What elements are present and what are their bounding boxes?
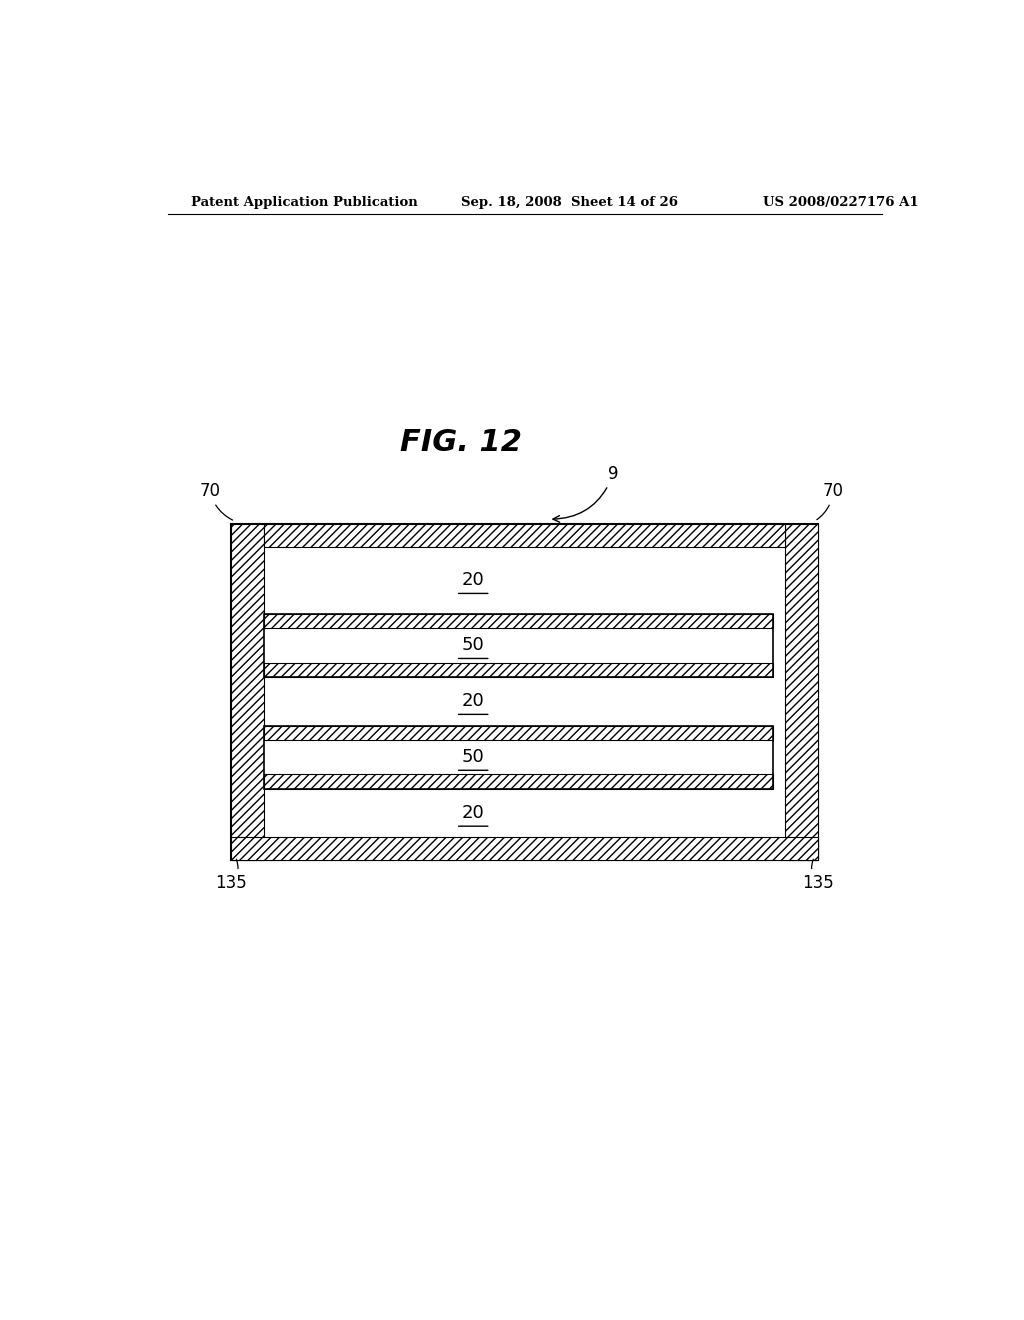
Text: FIG. 12: FIG. 12	[400, 429, 522, 458]
Bar	[264, 663, 773, 677]
Text: 9: 9	[553, 465, 618, 523]
Text: 50: 50	[462, 636, 484, 655]
Text: 70: 70	[200, 482, 232, 520]
Text: Sep. 18, 2008  Sheet 14 of 26: Sep. 18, 2008 Sheet 14 of 26	[461, 195, 678, 209]
Bar	[231, 524, 264, 859]
Bar	[785, 524, 818, 859]
Text: 135: 135	[803, 859, 835, 892]
Bar	[264, 614, 773, 677]
Text: US 2008/0227176 A1: US 2008/0227176 A1	[763, 195, 919, 209]
Text: Patent Application Publication: Patent Application Publication	[191, 195, 418, 209]
Bar	[264, 739, 773, 775]
Text: 70: 70	[817, 482, 844, 520]
Bar	[231, 524, 818, 859]
Bar	[264, 628, 773, 663]
Bar	[264, 524, 785, 546]
Bar	[231, 837, 818, 859]
Text: 20: 20	[462, 804, 484, 822]
Bar	[264, 614, 773, 628]
Text: 50: 50	[462, 748, 484, 766]
Bar	[264, 775, 773, 788]
Text: 20: 20	[462, 692, 484, 710]
Bar	[264, 726, 773, 788]
Bar	[264, 726, 773, 739]
Text: 20: 20	[462, 572, 484, 589]
Text: 135: 135	[215, 859, 247, 892]
